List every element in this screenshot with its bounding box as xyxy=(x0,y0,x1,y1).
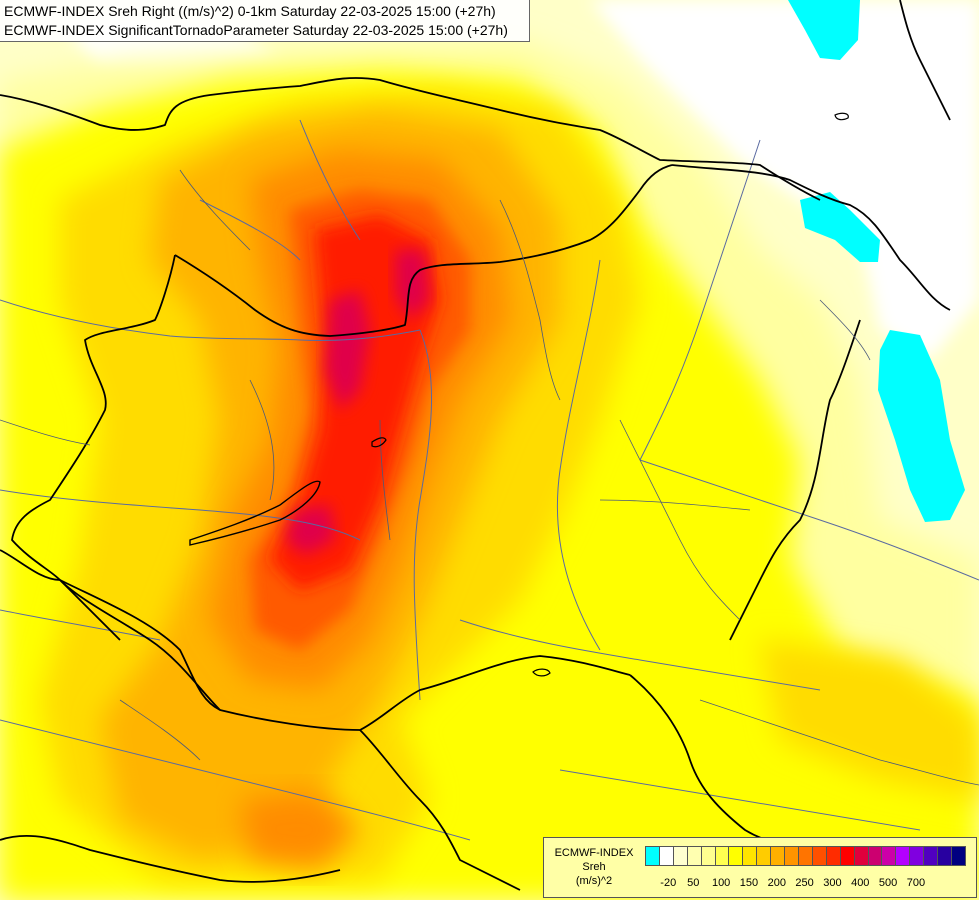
legend-title: ECMWF-INDEX Sreh (m/s)^2 xyxy=(544,846,644,888)
legend-swatch xyxy=(797,846,813,866)
legend-swatch xyxy=(686,846,702,866)
legend-title-line-3: (m/s)^2 xyxy=(575,875,613,887)
lake-small xyxy=(371,437,387,448)
legend-swatch xyxy=(714,846,730,866)
legend-swatch xyxy=(825,846,841,866)
header-line-2: ECMWF-INDEX SignificantTornadoParameter … xyxy=(4,22,508,38)
legend-tick-label: 50 xyxy=(687,877,700,889)
legend-tick-label: -20 xyxy=(660,877,677,889)
legend-swatch xyxy=(937,846,952,866)
legend-tick-label: 150 xyxy=(739,877,759,889)
legend-swatch xyxy=(853,846,869,866)
legend-tick-label: 500 xyxy=(878,877,898,889)
legend-swatch xyxy=(672,846,688,866)
legend-swatch xyxy=(645,846,660,866)
header-line-1: ECMWF-INDEX Sreh Right ((m/s)^2) 0-1km S… xyxy=(4,3,496,19)
legend-swatch xyxy=(658,846,674,866)
field-level8-north2 xyxy=(395,250,430,320)
field-level3-se xyxy=(760,640,979,800)
legend-swatch xyxy=(881,846,897,866)
legend-swatch xyxy=(728,846,744,866)
color-legend: ECMWF-INDEX Sreh (m/s)^2 -20 50 100 150 200 2… xyxy=(543,837,977,898)
legend-swatch xyxy=(784,846,799,866)
admin-borders xyxy=(0,169,979,786)
map-header: ECMWF-INDEX Sreh Right ((m/s)^2) 0-1km S… xyxy=(0,0,530,42)
field-level8-mid xyxy=(285,505,335,555)
legend-tick-label: 100 xyxy=(711,877,731,889)
legend-title-line-1: ECMWF-INDEX xyxy=(554,847,634,859)
lake-se xyxy=(532,668,551,677)
legend-swatch xyxy=(742,846,758,866)
field-negative-east xyxy=(878,330,965,522)
legend-swatch xyxy=(950,846,966,866)
legend-swatch xyxy=(909,846,925,866)
lake-balaton xyxy=(189,480,321,546)
field-negative-top xyxy=(788,0,860,60)
legend-swatch xyxy=(839,846,855,866)
legend-tick-label: 400 xyxy=(851,877,870,889)
legend-swatch xyxy=(700,846,716,866)
legend-tick-label: 200 xyxy=(767,877,786,889)
field-level5-sw xyxy=(240,790,360,870)
rivers xyxy=(0,119,979,841)
field-negative-mid xyxy=(800,192,880,262)
legend-swatch xyxy=(895,846,911,866)
legend-title-line-2: Sreh xyxy=(582,861,606,873)
legend-swatch xyxy=(756,846,772,866)
legend-swatch xyxy=(923,846,939,866)
legend-swatch xyxy=(770,846,786,866)
legend-color-bar xyxy=(645,846,966,866)
lake-ne xyxy=(834,112,849,121)
borders xyxy=(0,0,951,891)
legend-swatch xyxy=(867,846,883,866)
field-level8-north xyxy=(325,290,370,410)
legend-tick-label: 250 xyxy=(795,877,814,889)
legend-swatch xyxy=(811,846,827,866)
legend-tick-label: 700 xyxy=(906,877,926,889)
legend-ticks: -20 50 100 150 200 250 300 400 500 700 xyxy=(646,876,966,890)
legend-tick-label: 300 xyxy=(823,877,842,889)
